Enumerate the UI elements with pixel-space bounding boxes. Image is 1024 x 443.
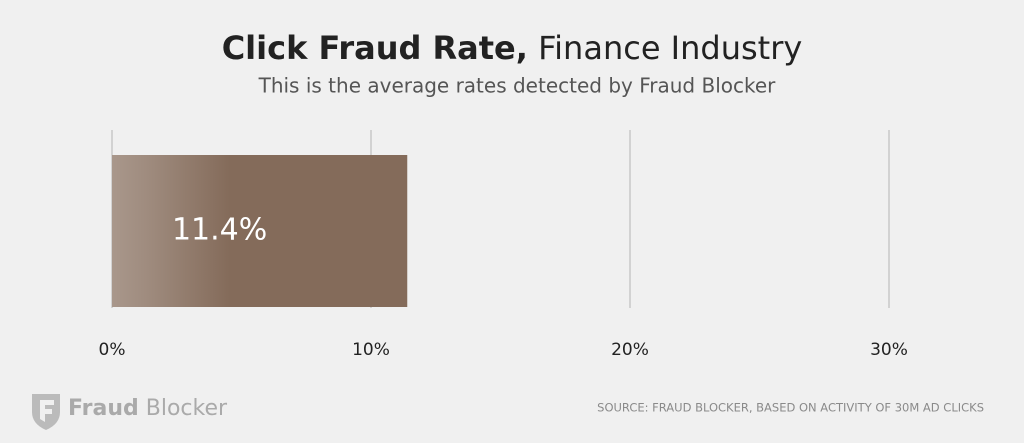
x-tick-label: 10% [352,340,390,360]
chart-title: Click Fraud Rate, Finance Industry [222,29,803,67]
logo-mark [40,400,54,422]
bar-highlight [112,155,231,307]
title-suffix: Finance Industry [538,29,802,67]
x-tick-label: 0% [99,340,126,360]
title-main: Click Fraud Rate, [222,29,528,67]
value-label: 11.4% [172,213,267,248]
chart-subtitle: This is the average rates detected by Fr… [258,74,777,98]
brand-first: Fraud [68,396,139,421]
x-tick-label: 20% [611,340,649,360]
x-tick-label: 30% [870,340,908,360]
brand-logo: Fraud Blocker [32,394,228,430]
brand-name: Fraud Blocker [68,396,228,421]
brand-second: Blocker [146,396,228,421]
source-note: SOURCE: FRAUD BLOCKER, BASED ON ACTIVITY… [597,401,984,415]
